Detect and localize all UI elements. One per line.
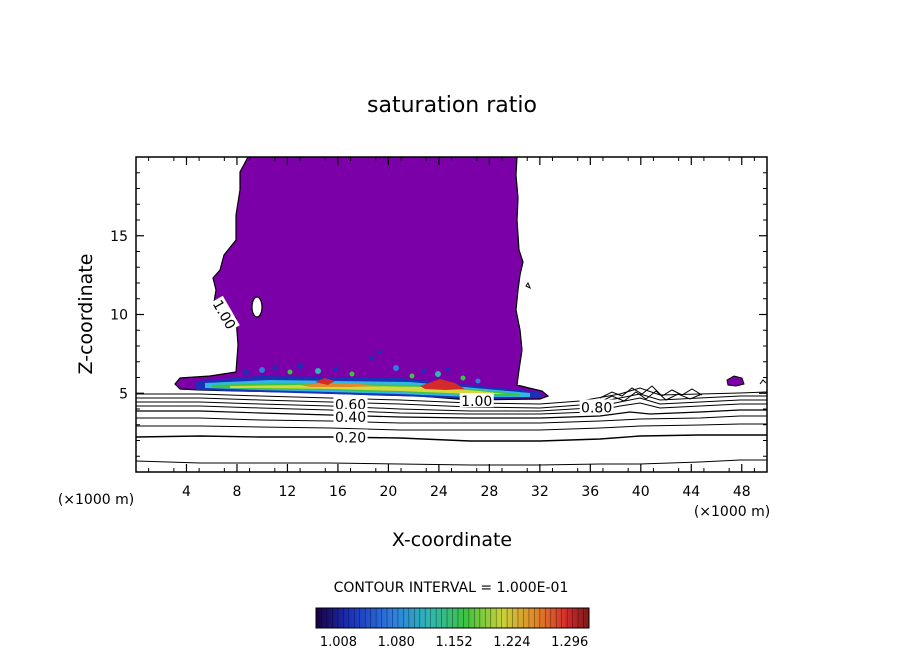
cloud-hole bbox=[251, 296, 263, 318]
cloud-patch bbox=[726, 375, 745, 387]
x-tick-label: 40 bbox=[632, 484, 650, 500]
x-tick-label: 28 bbox=[480, 484, 498, 500]
x-tick-label: 20 bbox=[379, 484, 397, 500]
colorbar-tick-label: 1.152 bbox=[435, 635, 472, 650]
x-tick-label: 24 bbox=[430, 484, 448, 500]
contour-label: 0.20 bbox=[333, 429, 368, 446]
x-unit-label-right: (×1000 m) bbox=[694, 504, 770, 520]
contour-label-bg bbox=[579, 399, 614, 414]
colorbar: 1.008 1.080 1.152 1.224 1.296 bbox=[315, 607, 590, 650]
y-tick-label: 5 bbox=[119, 386, 128, 402]
x-tick-label: 44 bbox=[682, 484, 700, 500]
contour-label: 0.80 bbox=[579, 399, 614, 416]
cloud-region bbox=[174, 157, 550, 401]
contour-label-text: 0.40 bbox=[335, 410, 366, 426]
x-tick-label: 12 bbox=[279, 484, 297, 500]
x-tick-label: 36 bbox=[581, 484, 599, 500]
x-tick-label: 4 bbox=[182, 484, 191, 500]
y-axis: 5 10 15 bbox=[110, 172, 767, 457]
colorbar-segments bbox=[321, 608, 584, 628]
colorbar-tick-label: 1.008 bbox=[320, 635, 357, 650]
colorbar-tick-label: 1.296 bbox=[551, 635, 588, 650]
contour-label-text: 0.80 bbox=[581, 400, 612, 416]
colorbar-tick-label: 1.224 bbox=[493, 635, 530, 650]
y-axis-title: Z-coordinate bbox=[75, 254, 97, 375]
contour-label-text: 1.00 bbox=[461, 394, 492, 410]
x-tick-label: 16 bbox=[329, 484, 347, 500]
contour-label-bg bbox=[210, 295, 240, 333]
x-axis: 4 8 12 16 20 24 28 32 36 40 44 48 bbox=[148, 157, 755, 500]
plot-area bbox=[136, 157, 767, 466]
contour-label: 1.00 bbox=[459, 393, 494, 410]
contour-label-bg bbox=[333, 396, 368, 411]
contour-label-text: 0.20 bbox=[335, 430, 366, 446]
x-tick-label: 8 bbox=[232, 484, 241, 500]
contour-blob bbox=[525, 281, 531, 290]
chart-title: saturation ratio bbox=[367, 93, 537, 118]
x-unit-label-left: (×1000 m) bbox=[58, 492, 134, 508]
contour-interval-label: CONTOUR INTERVAL = 1.000E-01 bbox=[334, 580, 569, 596]
y-tick-label: 15 bbox=[110, 229, 128, 245]
y-tick-label: 10 bbox=[110, 308, 128, 324]
colorbar-tick-label: 1.080 bbox=[378, 635, 415, 650]
contour-label: 0.40 bbox=[333, 408, 368, 426]
x-axis-title: X-coordinate bbox=[392, 529, 512, 551]
contour-label-bg bbox=[459, 393, 494, 408]
contour-label-bg bbox=[333, 408, 368, 423]
x-tick-label: 32 bbox=[531, 484, 549, 500]
contour-lines bbox=[136, 379, 767, 466]
contour-label-bg bbox=[333, 429, 368, 444]
colorbar-labels: 1.008 1.080 1.152 1.224 1.296 bbox=[320, 635, 588, 650]
supersaturation-band bbox=[196, 350, 542, 399]
x-tick-label: 48 bbox=[733, 484, 751, 500]
